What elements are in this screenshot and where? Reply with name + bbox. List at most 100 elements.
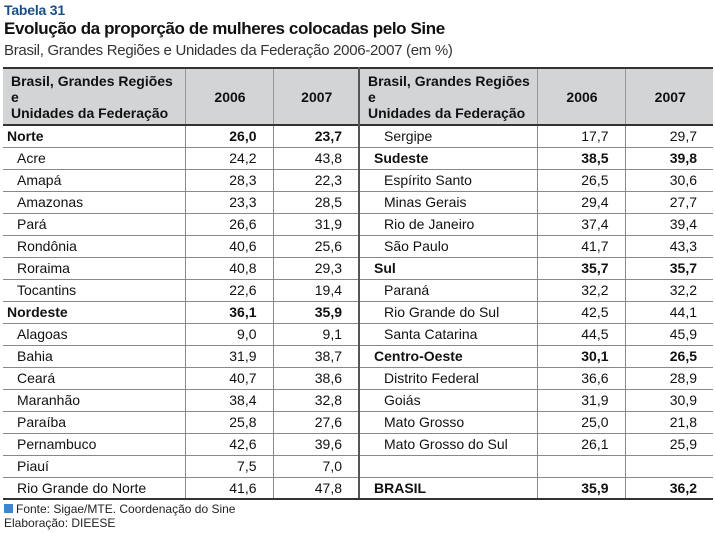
left-value-2006: 26,0 — [184, 125, 273, 148]
right-region-cell: São Paulo — [358, 235, 537, 258]
header-region-right: Brasil, Grandes Regiões e Unidades da Fe… — [358, 68, 537, 125]
left-value-2007: 25,6 — [272, 235, 359, 258]
right-region-cell: Santa Catarina — [358, 323, 537, 346]
left-value-2006: 26,6 — [184, 213, 273, 236]
table-row: Ceará 40,7 38,6 Distrito Federal 36,6 28,9 — [3, 367, 713, 390]
right-region-cell: Goiás — [358, 389, 537, 412]
left-value-2007: 39,6 — [272, 433, 359, 456]
left-value-2007: 38,7 — [272, 345, 359, 368]
right-value-2006: 29,4 — [536, 191, 625, 214]
source-marker-icon — [4, 504, 13, 513]
table-row: Amazonas 23,3 28,5 Minas Gerais 29,4 27,7 — [3, 191, 713, 214]
elaboration-note: Elaboração: DIEESE — [4, 516, 116, 530]
right-region-cell: Mato Grosso do Sul — [358, 433, 537, 456]
footer: Fonte: Sigae/MTE. Coordenação do Sine El… — [4, 502, 235, 530]
left-region-cell: Tocantins — [3, 279, 185, 302]
left-region-cell: Roraima — [3, 257, 185, 280]
right-value-2006: 42,5 — [536, 301, 625, 324]
left-value-2006: 7,5 — [184, 455, 273, 478]
left-region-cell: Rio Grande do Norte — [3, 477, 185, 500]
left-value-2006: 38,4 — [184, 389, 273, 412]
table-row: Pará 26,6 31,9 Rio de Janeiro 37,4 39,4 — [3, 213, 713, 236]
left-region-cell: Maranhão — [3, 389, 185, 412]
table-row: Roraima 40,8 29,3 Sul 35,7 35,7 — [3, 257, 713, 280]
left-value-2007: 43,8 — [272, 147, 359, 170]
header-2007-left: 2007 — [272, 68, 359, 125]
right-region-cell: Distrito Federal — [358, 367, 537, 390]
right-value-2006: 26,5 — [536, 169, 625, 192]
table-title: Evolução da proporção de mulheres coloca… — [4, 19, 445, 38]
right-value-2007 — [624, 455, 713, 478]
right-value-2007: 35,7 — [624, 257, 713, 280]
right-region-cell: Rio de Janeiro — [358, 213, 537, 236]
left-value-2006: 25,8 — [184, 411, 273, 434]
left-value-2007: 35,9 — [272, 301, 359, 324]
header-region-left: Brasil, Grandes Regiões e Unidades da Fe… — [3, 68, 185, 125]
left-value-2006: 42,6 — [184, 433, 273, 456]
right-value-2007: 27,7 — [624, 191, 713, 214]
right-region-cell: Paraná — [358, 279, 537, 302]
table-row: Maranhão 38,4 32,8 Goiás 31,9 30,9 — [3, 389, 713, 412]
left-value-2007: 31,9 — [272, 213, 359, 236]
right-region-cell: Minas Gerais — [358, 191, 537, 214]
left-region-cell: Amapá — [3, 169, 185, 192]
right-value-2006: 44,5 — [536, 323, 625, 346]
right-value-2006: 26,1 — [536, 433, 625, 456]
left-value-2006: 40,8 — [184, 257, 273, 280]
left-value-2007: 47,8 — [272, 477, 359, 500]
data-table: Brasil, Grandes Regiões e Unidades da Fe… — [3, 67, 713, 500]
right-value-2007: 29,7 — [624, 125, 713, 148]
table-label: Tabela 31 — [4, 2, 65, 18]
right-region-cell: Mato Grosso — [358, 411, 537, 434]
right-region-cell: Sudeste — [358, 147, 537, 170]
right-value-2006: 35,9 — [536, 477, 625, 500]
left-region-cell: Acre — [3, 147, 185, 170]
header-2006-left: 2006 — [184, 68, 273, 125]
left-value-2006: 28,3 — [184, 169, 273, 192]
left-value-2007: 27,6 — [272, 411, 359, 434]
right-region-cell: Centro-Oeste — [358, 345, 537, 368]
right-value-2006: 17,7 — [536, 125, 625, 148]
table-row: Norte 26,0 23,7 Sergipe 17,7 29,7 — [3, 125, 713, 148]
left-region-cell: Alagoas — [3, 323, 185, 346]
right-value-2007: 25,9 — [624, 433, 713, 456]
left-region-cell: Ceará — [3, 367, 185, 390]
header-2007-right: 2007 — [624, 68, 713, 125]
right-value-2007: 30,6 — [624, 169, 713, 192]
left-value-2007: 29,3 — [272, 257, 359, 280]
right-value-2006: 30,1 — [536, 345, 625, 368]
left-region-cell: Pernambuco — [3, 433, 185, 456]
right-value-2007: 21,8 — [624, 411, 713, 434]
right-value-2006: 38,5 — [536, 147, 625, 170]
table-row: Pernambuco 42,6 39,6 Mato Grosso do Sul 26,1… — [3, 433, 713, 456]
right-value-2007: 28,9 — [624, 367, 713, 390]
right-value-2006: 36,6 — [536, 367, 625, 390]
table-row: Nordeste 36,1 35,9 Rio Grande do Sul 42,5 44,… — [3, 301, 713, 324]
right-value-2007: 43,3 — [624, 235, 713, 258]
left-value-2007: 28,5 — [272, 191, 359, 214]
left-region-cell: Rondônia — [3, 235, 185, 258]
left-region-cell: Nordeste — [3, 301, 185, 324]
left-value-2007: 22,3 — [272, 169, 359, 192]
right-value-2006 — [536, 455, 625, 478]
right-value-2007: 39,8 — [624, 147, 713, 170]
right-value-2006: 25,0 — [536, 411, 625, 434]
table-row: Acre 24,2 43,8 Sudeste 38,5 39,8 — [3, 147, 713, 170]
header-row: Brasil, Grandes Regiões e Unidades da Fe… — [3, 68, 713, 125]
right-region-cell: BRASIL — [358, 477, 537, 500]
table-row: Rio Grande do Norte 41,6 47,8 BRASIL 35,9 36,… — [3, 477, 713, 500]
left-value-2006: 22,6 — [184, 279, 273, 302]
table-row: Amapá 28,3 22,3 Espírito Santo 26,5 30,6 — [3, 169, 713, 192]
right-value-2007: 26,5 — [624, 345, 713, 368]
table-row: Alagoas 9,0 9,1 Santa Catarina 44,5 45,9 — [3, 323, 713, 346]
right-region-cell: Sul — [358, 257, 537, 280]
left-value-2006: 36,1 — [184, 301, 273, 324]
right-value-2006: 41,7 — [536, 235, 625, 258]
left-region-cell: Norte — [3, 125, 185, 148]
right-value-2007: 44,1 — [624, 301, 713, 324]
left-value-2007: 38,6 — [272, 367, 359, 390]
left-value-2007: 32,8 — [272, 389, 359, 412]
right-value-2007: 45,9 — [624, 323, 713, 346]
source-note: Fonte: Sigae/MTE. Coordenação do Sine — [4, 502, 235, 516]
